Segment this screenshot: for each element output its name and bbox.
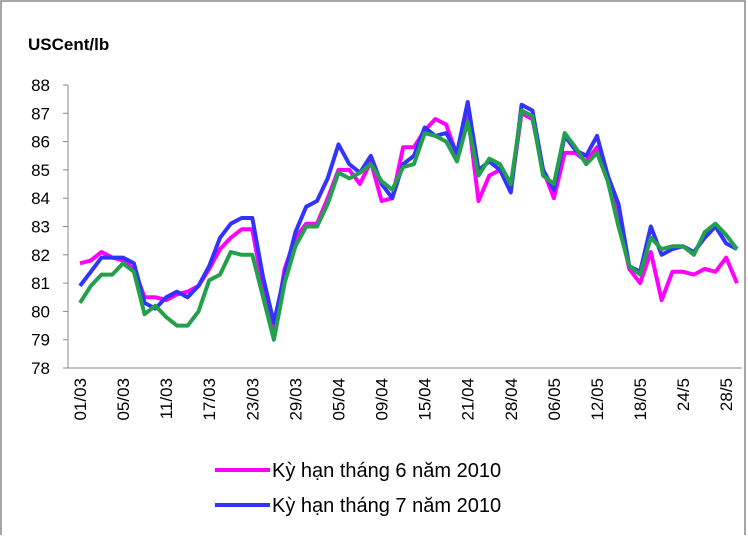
y-tick-label: 83: [31, 218, 50, 237]
legend-label: Kỳ hạn tháng 7 năm 2010: [272, 495, 501, 517]
y-tick-label: 81: [31, 274, 50, 293]
x-tick-label: 06/05: [545, 378, 564, 421]
x-tick-label: 01/03: [71, 378, 90, 421]
x-tick-label: 09/04: [373, 378, 392, 421]
y-tick-label: 80: [31, 302, 50, 321]
y-tick-label: 79: [31, 331, 50, 350]
y-tick-label: 87: [31, 104, 50, 123]
legend-label: Kỳ hạn tháng 6 năm 2010: [272, 460, 501, 482]
x-tick-label: 12/05: [588, 378, 607, 421]
x-tick-label: 21/04: [459, 378, 478, 421]
chart-title: USCent/lb: [28, 35, 109, 54]
x-tick-label: 15/04: [416, 378, 435, 421]
y-tick-label: 78: [31, 359, 50, 378]
x-tick-label: 28/04: [502, 378, 521, 421]
x-tick-label: 28/5: [717, 378, 736, 411]
x-tick-label: 11/03: [157, 378, 176, 419]
series-line: [78, 108, 739, 342]
x-tick-label: 05/03: [114, 378, 133, 421]
y-tick-label: 85: [31, 161, 50, 180]
x-tick-label: 17/03: [200, 378, 219, 421]
x-tick-label: 29/03: [286, 378, 305, 421]
y-tick-label: 84: [31, 189, 50, 208]
x-tick-label: 18/05: [631, 378, 650, 421]
y-tick-label: 88: [31, 76, 50, 95]
y-tick-label: 86: [31, 133, 50, 152]
x-tick-label: 05/04: [329, 378, 348, 421]
x-tick-label: 24/5: [674, 378, 693, 411]
x-tick-label: 23/03: [243, 378, 262, 421]
y-tick-label: 82: [31, 246, 50, 265]
